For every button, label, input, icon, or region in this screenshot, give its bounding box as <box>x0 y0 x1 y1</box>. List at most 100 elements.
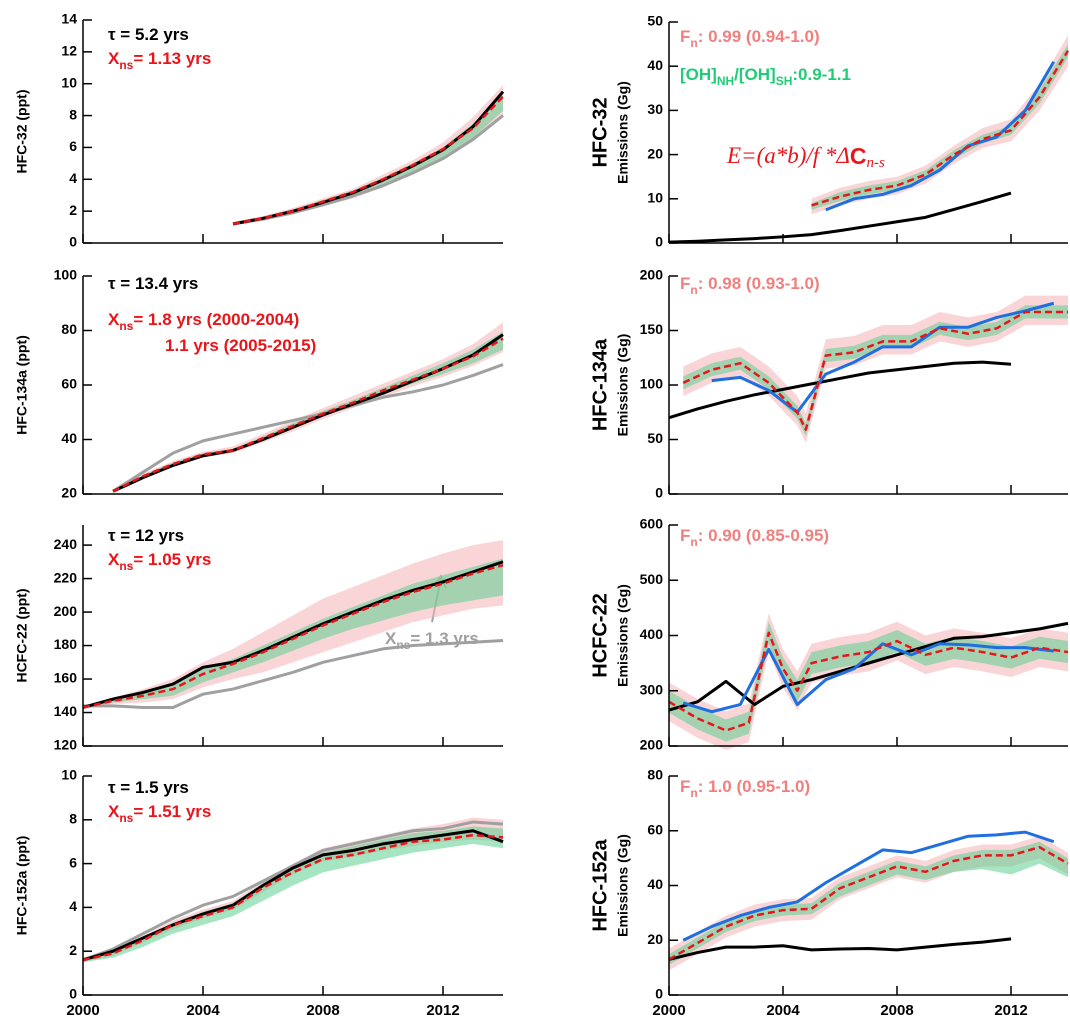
data-line <box>668 845 1069 961</box>
y-tick-label: 600 <box>640 516 664 532</box>
annotation-part: n <box>690 535 697 549</box>
y-tick-label: 300 <box>640 681 664 697</box>
data-line <box>112 337 504 493</box>
data-line <box>711 301 1055 414</box>
annotation-part: [OH] <box>680 65 717 84</box>
y-tick-label: 50 <box>647 430 663 446</box>
y-tick-label: 40 <box>647 876 663 892</box>
panel: 120 140 160 180 200 220 240 HCFC-22 (ppt) τ = 12… <box>14 525 504 753</box>
annotation-part: X <box>108 310 120 329</box>
panel-title: HFC-134a <box>589 338 611 431</box>
y-axis-label: HCFC-22 (ppt) <box>14 588 30 682</box>
y-tick-label: 2 <box>69 202 77 218</box>
y-tick-label: 8 <box>69 106 77 122</box>
x-tick-label: 2012 <box>426 1002 459 1019</box>
data-line <box>682 310 1068 431</box>
data-line <box>232 90 505 226</box>
y-tick-label: 150 <box>640 321 664 337</box>
annotation: τ = 12 yrs <box>108 526 184 545</box>
y-tick-label: 10 <box>61 767 77 783</box>
data-line <box>682 830 1055 942</box>
y-tick-label: 500 <box>640 571 664 587</box>
annotation-part: : 1.0 (0.95-1.0) <box>698 777 810 796</box>
annotation-part: 1.1 yrs (2005-2015) <box>165 336 316 355</box>
panel-title: HFC-152a <box>589 839 611 932</box>
annotation-part: ns <box>119 58 133 72</box>
y-tick-label: 40 <box>61 430 77 446</box>
annotation-part: C <box>850 143 867 169</box>
annotation-part: X <box>108 550 120 569</box>
data-line <box>811 50 1070 207</box>
annotation: Xns= 1.05 yrs <box>108 550 211 573</box>
y-tick-label: 220 <box>54 569 78 585</box>
annotation-part: τ = 5.2 yrs <box>108 25 189 44</box>
y-tick-label: 240 <box>54 536 78 552</box>
annotation: Xns= 1.3 yrs <box>385 629 479 652</box>
y-tick-label: 30 <box>647 101 663 117</box>
data-line <box>112 333 504 493</box>
y-tick-label: 0 <box>655 485 663 501</box>
y-tick-label: 60 <box>61 376 77 392</box>
uncertainty-band <box>669 621 1068 742</box>
annotation: [OH]NH/[OH]SH:0.9-1.1 <box>680 65 851 88</box>
annotation-part: = 1.8 yrs (2000-2004) <box>133 310 299 329</box>
y-tick-label: 20 <box>647 931 663 947</box>
y-tick-label: 4 <box>69 898 77 914</box>
y-tick-label: 0 <box>655 234 663 250</box>
data-line <box>82 829 504 962</box>
annotation-part: n-s <box>867 155 885 171</box>
data-line <box>825 61 1056 212</box>
annotation: τ = 1.5 yrs <box>108 778 189 797</box>
x-tick-label: 2004 <box>186 1002 220 1019</box>
y-tick-label: 60 <box>647 821 663 837</box>
y-tick-label: 100 <box>640 376 664 392</box>
y-tick-label: 180 <box>54 636 78 652</box>
y-tick-label: 80 <box>61 321 77 337</box>
data-line <box>82 560 504 709</box>
y-tick-label: 20 <box>647 145 663 161</box>
annotation-part: ns <box>119 319 133 333</box>
data-line <box>82 820 504 962</box>
annotation-part: ns <box>119 811 133 825</box>
annotation-part: n <box>690 283 697 297</box>
data-line <box>232 95 504 226</box>
y-tick-label: 50 <box>647 13 663 29</box>
annotation: E=(a*b)/f *ΔCn-s <box>726 143 885 171</box>
panel: 0 2 4 6 8 10 12 14 HFC-32 (ppt) τ = 5.2 yrs Xns= 1… <box>14 11 505 250</box>
annotation-part: F <box>680 777 690 796</box>
y-axis-label: HFC-32 (ppt) <box>14 90 30 174</box>
x-tick-label: 2008 <box>880 1002 913 1019</box>
panel: 0 50 100 150 200 HFC-134a Emissions (Gg) Fn: 0.… <box>589 267 1068 501</box>
annotation: τ = 5.2 yrs <box>108 25 189 44</box>
annotation-part: = 1.13 yrs <box>133 49 211 68</box>
y-axis-label: Emissions (Gg) <box>615 334 631 437</box>
annotation-part: n <box>690 36 697 50</box>
y-tick-label: 14 <box>61 11 77 27</box>
annotation-part: F <box>680 27 690 46</box>
x-tick-label: 2012 <box>994 1002 1027 1019</box>
panel: 0 2 4 6 8 10 2000 2004 2008 2012 HFC-152a (ppt) τ =… <box>14 767 504 1019</box>
annotation: Xns= 1.51 yrs <box>108 802 211 825</box>
y-tick-label: 40 <box>647 57 663 73</box>
y-tick-label: 6 <box>69 854 77 870</box>
y-axis-label: Emissions (Gg) <box>615 81 631 184</box>
annotation-part: = 1.51 yrs <box>133 802 211 821</box>
panel: 0 10 20 30 40 50 HFC-32 Emissions (Gg) Fn: 0.99 … <box>589 13 1070 250</box>
y-tick-label: 100 <box>54 267 78 283</box>
y-tick-label: 160 <box>54 670 78 686</box>
y-tick-label: 400 <box>640 626 664 642</box>
annotation: Xns= 1.13 yrs <box>108 49 211 72</box>
uncertainty-band <box>683 305 1068 437</box>
annotation-part: X <box>108 802 120 821</box>
annotation-part: SH <box>776 74 793 88</box>
y-tick-label: 0 <box>69 986 77 1002</box>
y-axis-label: Emissions (Gg) <box>615 584 631 687</box>
annotation: Fn: 1.0 (0.95-1.0) <box>680 777 810 800</box>
annotation-part: : 0.99 (0.94-1.0) <box>698 27 820 46</box>
annotation: 1.1 yrs (2005-2015) <box>165 336 316 355</box>
annotation-part: = 1.3 yrs <box>410 629 479 648</box>
y-axis-label: HFC-134a (ppt) <box>14 335 30 435</box>
annotation-part: E=(a*b)/f *Δ <box>726 143 850 168</box>
annotation: Fn: 0.98 (0.93-1.0) <box>680 274 820 297</box>
annotation: Fn: 0.90 (0.85-0.95) <box>680 526 829 549</box>
